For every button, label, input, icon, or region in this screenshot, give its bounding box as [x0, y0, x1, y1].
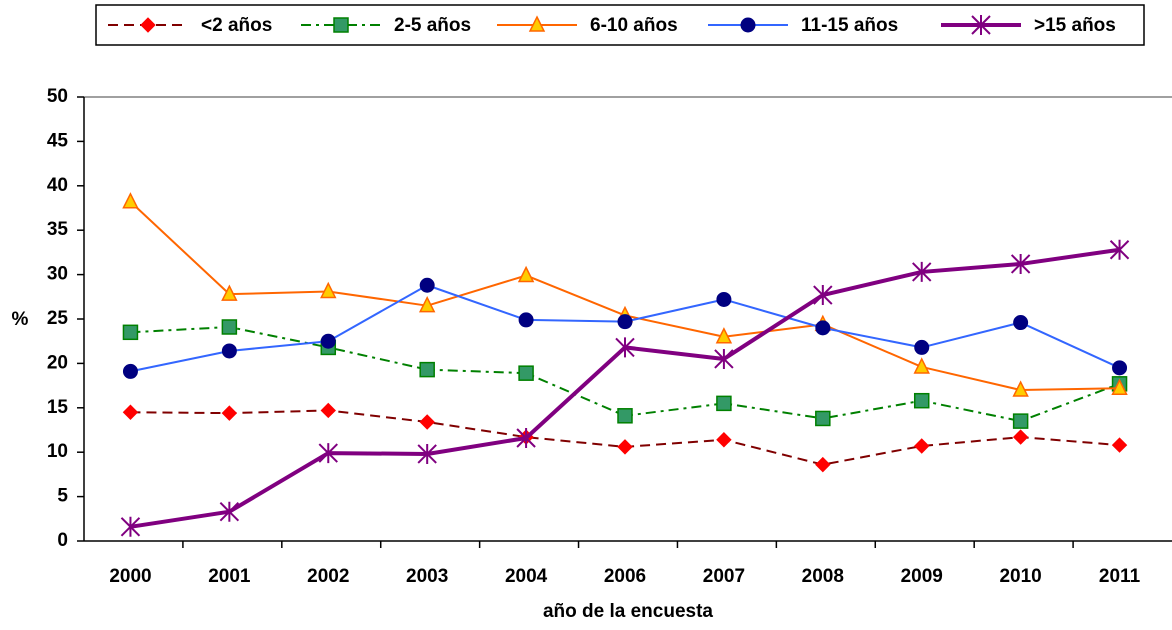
data-point	[221, 319, 238, 335]
y-tick-label: 25	[47, 308, 69, 329]
data-point	[716, 291, 732, 307]
y-axis-label: %	[12, 309, 29, 330]
legend-label: <2 años	[201, 15, 272, 36]
x-tick-label: 2006	[604, 566, 646, 587]
data-point	[221, 284, 238, 301]
x-tick-label: 2003	[406, 566, 448, 587]
data-point	[320, 402, 336, 419]
data-point	[1109, 239, 1130, 260]
y-tick-label: 35	[47, 219, 69, 240]
data-point	[221, 405, 238, 421]
x-tick-label: 2008	[802, 566, 844, 587]
data-point	[913, 357, 930, 374]
data-point	[912, 261, 932, 282]
y-tick-label: 0	[57, 530, 68, 551]
y-tick-label: 20	[47, 352, 68, 373]
x-tick-label: 2000	[109, 566, 151, 587]
data-point	[714, 348, 734, 369]
data-point	[715, 327, 733, 344]
legend-label: 6-10 años	[590, 15, 678, 36]
legend-marker	[528, 15, 546, 32]
y-tick-label: 10	[47, 441, 68, 462]
data-point	[418, 296, 436, 313]
x-tick-label: 2001	[208, 566, 251, 587]
data-point	[417, 443, 437, 464]
data-point	[615, 337, 635, 358]
data-point	[221, 343, 237, 359]
data-point	[914, 339, 930, 355]
legend-marker	[140, 17, 156, 33]
y-tick-label: 40	[47, 175, 68, 196]
data-point	[1012, 380, 1029, 397]
data-point	[120, 516, 141, 537]
data-point	[1012, 413, 1029, 429]
data-point	[815, 410, 831, 427]
data-point	[219, 501, 240, 522]
x-tick-label: 2010	[999, 566, 1041, 587]
data-point	[617, 408, 633, 424]
data-point	[419, 361, 435, 378]
legend-label: 11-15 años	[801, 15, 898, 36]
data-point	[815, 320, 831, 336]
y-tick-label: 45	[47, 130, 69, 151]
data-point	[518, 312, 534, 328]
data-point	[617, 314, 633, 330]
x-tick-label: 2007	[703, 566, 745, 587]
x-tick-label: 2009	[901, 566, 943, 587]
x-tick-label: 2011	[1099, 566, 1141, 587]
data-point	[320, 281, 337, 299]
series-line	[129, 201, 1120, 392]
data-point	[1013, 315, 1029, 331]
data-point	[716, 432, 732, 448]
data-point	[1111, 378, 1128, 396]
data-point	[716, 395, 732, 412]
legend-marker	[971, 15, 991, 35]
data-point	[318, 443, 338, 464]
y-tick-label: 5	[57, 486, 68, 507]
legend-marker	[333, 17, 349, 33]
data-point	[122, 324, 139, 341]
y-tick-label: 50	[47, 86, 68, 107]
y-tick-label: 30	[47, 264, 68, 285]
legend-label: >15 años	[1034, 15, 1116, 36]
x-axis-label: año de la encuesta	[543, 601, 713, 622]
data-point	[320, 333, 336, 349]
series-line	[130, 247, 1120, 529]
data-point	[518, 365, 534, 381]
legend-label: 2-5 años	[394, 15, 471, 36]
data-point	[419, 414, 435, 430]
data-point	[1112, 360, 1128, 376]
data-point	[617, 439, 633, 455]
data-point	[815, 456, 831, 473]
data-point	[1010, 253, 1031, 274]
x-tick-label: 2002	[307, 566, 349, 587]
data-point	[122, 363, 138, 379]
y-tick-label: 15	[47, 397, 69, 418]
legend-marker	[740, 17, 756, 33]
data-point	[1012, 429, 1029, 445]
data-point	[122, 192, 139, 209]
data-point	[516, 427, 536, 448]
data-point	[517, 265, 535, 283]
data-point	[122, 404, 139, 420]
x-tick-label: 2004	[505, 566, 548, 587]
data-point	[813, 285, 833, 306]
data-point	[419, 277, 435, 293]
data-point	[1111, 437, 1128, 453]
data-point	[913, 392, 930, 409]
data-point	[914, 438, 930, 454]
